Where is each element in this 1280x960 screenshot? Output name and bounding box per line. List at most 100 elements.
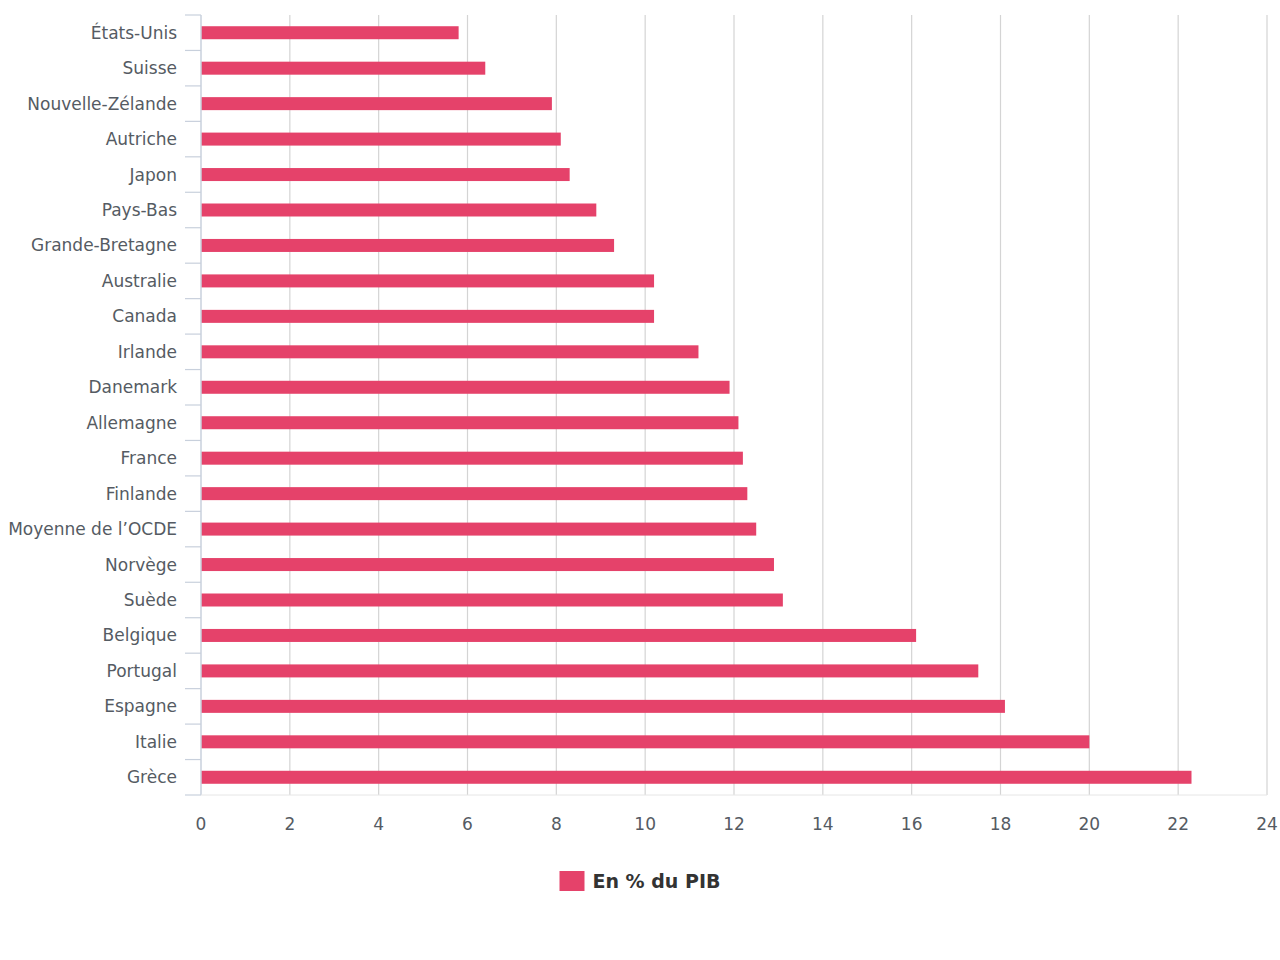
category-label: Nouvelle-Zélande xyxy=(27,94,177,114)
category-label: Grèce xyxy=(127,767,177,787)
category-tick xyxy=(185,404,201,405)
category-tick xyxy=(185,14,201,15)
grid-line xyxy=(911,15,912,795)
chart: États-Unis Suisse Nouvelle-Zélande Autriche… xyxy=(0,0,1280,960)
bar xyxy=(201,345,698,358)
category-tick xyxy=(185,759,201,760)
category-label: France xyxy=(120,448,177,468)
x-tick-label: 20 xyxy=(1079,814,1101,834)
chart-root: États-Unis Suisse Nouvelle-Zélande Autriche… xyxy=(0,0,1280,960)
bar xyxy=(201,558,774,571)
category-tick xyxy=(185,227,201,228)
grid-line xyxy=(822,15,823,795)
bar xyxy=(201,523,756,536)
category-tick xyxy=(185,263,201,264)
x-axis-line xyxy=(201,795,1267,796)
category-tick xyxy=(185,723,201,724)
x-tick-label: 8 xyxy=(551,814,562,834)
legend-swatch xyxy=(560,871,585,891)
category-label: Japon xyxy=(129,165,177,185)
x-tick-label: 4 xyxy=(373,814,384,834)
bar xyxy=(201,416,738,429)
bar xyxy=(201,700,1005,713)
bar xyxy=(201,381,730,394)
category-tick xyxy=(185,440,201,441)
bar xyxy=(201,735,1089,748)
bar xyxy=(201,771,1191,784)
legend: En % du PIB xyxy=(560,870,721,892)
grid-line xyxy=(1000,15,1001,795)
category-label: États-Unis xyxy=(91,22,177,43)
category-tick xyxy=(185,546,201,547)
category-label: Belgique xyxy=(103,625,177,645)
bars xyxy=(201,26,1191,784)
x-tick-label: 16 xyxy=(901,814,923,834)
category-label: Autriche xyxy=(106,129,177,149)
bar xyxy=(201,452,743,465)
bar xyxy=(201,594,783,607)
bar xyxy=(201,310,654,323)
x-tick-label: 18 xyxy=(990,814,1012,834)
category-tick xyxy=(185,475,201,476)
bar xyxy=(201,168,570,181)
bar xyxy=(201,629,916,642)
grid-line xyxy=(1266,15,1267,795)
x-tick-label: 10 xyxy=(634,814,656,834)
grid-line xyxy=(289,15,290,795)
category-label: Irlande xyxy=(118,342,177,362)
x-tick-label: 2 xyxy=(284,814,295,834)
grid-line xyxy=(1178,15,1179,795)
bar xyxy=(201,133,561,146)
category-tick xyxy=(185,617,201,618)
grid-line xyxy=(467,15,468,795)
x-tick-label: 0 xyxy=(196,814,207,834)
category-tick xyxy=(185,688,201,689)
category-tick xyxy=(185,121,201,122)
grid-line xyxy=(556,15,557,795)
category-label: Grande-Bretagne xyxy=(31,235,177,255)
category-tick xyxy=(185,298,201,299)
grid-line xyxy=(645,15,646,795)
x-tick-label: 12 xyxy=(723,814,745,834)
category-tick xyxy=(185,653,201,654)
category-label: Pays-Bas xyxy=(102,200,177,220)
category-label: Portugal xyxy=(107,661,177,681)
grid xyxy=(290,15,1267,795)
x-tick-label: 24 xyxy=(1256,814,1278,834)
bar xyxy=(201,62,485,75)
bar xyxy=(201,26,459,39)
bar xyxy=(201,239,614,252)
category-tick xyxy=(185,582,201,583)
category-tick xyxy=(185,192,201,193)
bar xyxy=(201,97,552,110)
x-tick-label: 14 xyxy=(812,814,834,834)
category-label: Moyenne de l’OCDE xyxy=(8,519,177,539)
category-tick xyxy=(185,50,201,51)
category-label: Italie xyxy=(135,732,177,752)
category-tick xyxy=(185,156,201,157)
category-label: Finlande xyxy=(106,484,177,504)
category-tick xyxy=(185,333,201,334)
bar xyxy=(201,487,747,500)
bar xyxy=(201,274,654,287)
bar xyxy=(201,664,978,677)
category-tick xyxy=(185,511,201,512)
axes xyxy=(185,15,1267,795)
x-tick-label: 22 xyxy=(1167,814,1189,834)
category-label: Allemagne xyxy=(86,413,177,433)
category-tick xyxy=(185,369,201,370)
category-label: Canada xyxy=(112,306,177,326)
category-label: Danemark xyxy=(88,377,177,397)
x-tick-label: 6 xyxy=(462,814,473,834)
category-tick xyxy=(185,85,201,86)
category-label: Suède xyxy=(124,590,177,610)
grid-line xyxy=(1089,15,1090,795)
category-label: Suisse xyxy=(123,58,177,78)
grid-line xyxy=(378,15,379,795)
category-label: Norvège xyxy=(105,555,177,575)
category-label: Espagne xyxy=(104,696,177,716)
bar xyxy=(201,204,596,217)
legend-label: En % du PIB xyxy=(593,870,721,892)
category-label: Australie xyxy=(102,271,177,291)
grid-line xyxy=(733,15,734,795)
